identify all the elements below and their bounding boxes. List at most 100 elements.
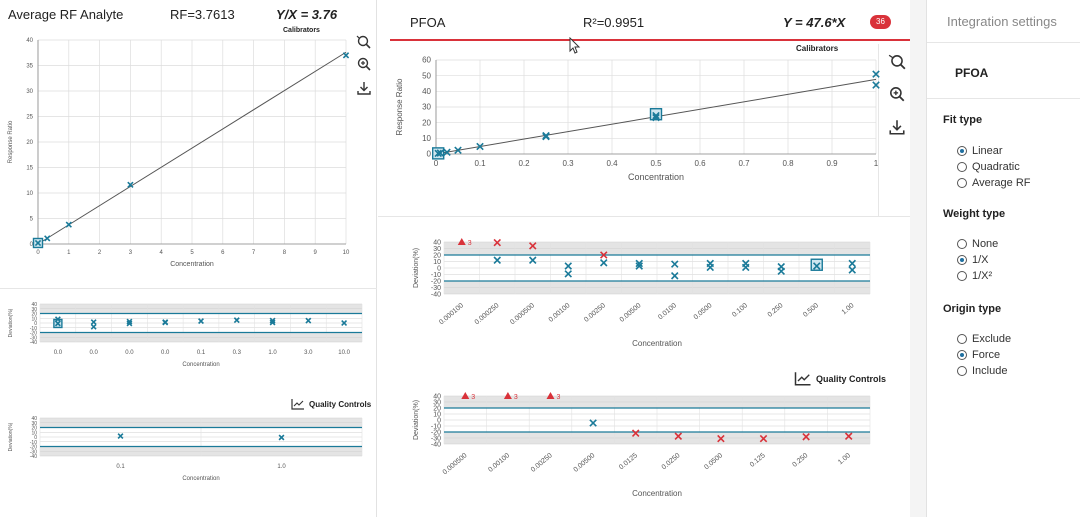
y-tick-label: 10 <box>422 134 431 143</box>
radio-label: Exclude <box>972 333 1012 345</box>
data-point <box>342 52 350 59</box>
data-point <box>443 148 451 157</box>
weight-1-x-radio[interactable]: 1/X <box>957 254 989 266</box>
data-point <box>44 235 51 242</box>
calibrators-label: Calibrators <box>796 44 839 53</box>
divider <box>927 98 1080 99</box>
data-point <box>670 260 679 268</box>
issue-count-badge[interactable]: 36 <box>870 15 891 29</box>
settings-title: Integration settings <box>947 14 1057 29</box>
y-tick-label: 10 <box>26 191 33 197</box>
origin-force-radio[interactable]: Force <box>957 349 1000 361</box>
y-axis-title: Deviation(%) <box>413 248 420 288</box>
y-tick-label: -30 <box>431 436 441 443</box>
y-tick-label: 20 <box>433 253 441 260</box>
y-tick-label: -40 <box>431 292 441 299</box>
data-point <box>493 256 502 264</box>
y-tick-label: 30 <box>26 89 33 95</box>
y-tick-label: -20 <box>30 445 37 451</box>
data-point <box>872 81 880 89</box>
x-tick-label: 4 <box>160 250 164 256</box>
data-point <box>848 266 857 274</box>
y-tick-label: 20 <box>433 406 441 413</box>
x-axis-title: Concentration <box>182 362 219 368</box>
quality-controls-icon <box>291 399 304 410</box>
analyte-title: Average RF Analyte <box>8 7 124 22</box>
data-point <box>117 433 124 440</box>
data-point <box>652 111 660 120</box>
fit-type-label: Fit type <box>943 114 983 126</box>
x-tick-label: 0.000100 <box>438 302 465 326</box>
outlier-point <box>674 432 683 440</box>
y-tick-label: 25 <box>26 115 33 121</box>
radio-dot <box>957 255 967 265</box>
fit-linear-radio[interactable]: Linear <box>957 145 1003 157</box>
zoom-reset-icon[interactable] <box>888 53 906 71</box>
divider <box>0 288 377 289</box>
data-point <box>126 318 133 325</box>
quality-controls-icon <box>794 372 811 386</box>
analyte-panel: PFOA R²=0.9951 Y = 47.6*X 36 Calibrators… <box>378 0 910 517</box>
data-point <box>635 259 644 268</box>
fit-average-rf-radio[interactable]: Average RF <box>957 177 1031 189</box>
x-tick-label: 0.0125 <box>618 452 639 471</box>
x-tick-label: 1 <box>67 250 71 256</box>
zoom-reset-icon[interactable] <box>356 34 372 50</box>
y-tick-label: -30 <box>30 449 37 455</box>
download-icon[interactable] <box>888 118 906 136</box>
radio-dot <box>957 350 967 360</box>
weight-1-x2-radio[interactable]: 1/X² <box>957 270 992 282</box>
out-of-range-arrow <box>503 392 512 399</box>
x-tick-label: 8 <box>283 250 287 256</box>
download-icon[interactable] <box>356 80 372 96</box>
header-underline <box>390 39 910 41</box>
y-tick-label: 20 <box>422 118 431 127</box>
outlier-point <box>717 434 725 443</box>
outlier-point <box>599 251 608 259</box>
radio-label: Average RF <box>972 177 1031 189</box>
out-of-range-count: 3 <box>468 240 472 247</box>
outlier-point <box>631 429 640 437</box>
y-axis-title: Deviation(%) <box>413 400 420 440</box>
data-point <box>54 320 61 327</box>
x-tick-label: 0.0100 <box>657 302 678 321</box>
x-tick-label: 0.2 <box>518 159 530 168</box>
x-tick-label: 0.3 <box>233 350 242 356</box>
fit-quadratic-radio[interactable]: Quadratic <box>957 161 1020 173</box>
y-tick-label: -40 <box>431 442 441 449</box>
radio-dot <box>957 146 967 156</box>
y-tick-label: 40 <box>422 87 431 96</box>
quality-controls-label[interactable]: Quality Controls <box>291 398 371 410</box>
data-point <box>162 319 169 326</box>
radio-dot <box>957 334 967 344</box>
y-tick-label: 10 <box>433 412 441 419</box>
x-tick-label: 0.500 <box>802 302 820 319</box>
y-tick-label: 10 <box>433 259 441 266</box>
y-axis-title: Deviation(%) <box>8 422 14 451</box>
weight-none-radio[interactable]: None <box>957 238 998 250</box>
origin-exclude-radio[interactable]: Exclude <box>957 333 1011 345</box>
origin-include-radio[interactable]: Include <box>957 365 1007 377</box>
data-point <box>741 263 750 272</box>
data-point <box>599 259 608 267</box>
radio-label: Linear <box>972 145 1003 157</box>
x-axis-title: Concentration <box>632 489 682 498</box>
x-tick-label: 0.6 <box>694 159 706 168</box>
data-point <box>434 149 442 158</box>
integration-settings-panel: Integration settings PFOA Fit type Linea… <box>926 0 1080 517</box>
radio-label: 1/X² <box>972 270 993 282</box>
x-tick-label: 0.0 <box>125 350 134 356</box>
x-tick-label: 0.1 <box>197 350 206 356</box>
y-tick-label: 20 <box>31 426 37 432</box>
x-tick-label: 6 <box>221 250 225 256</box>
quality-controls-label[interactable]: Quality Controls <box>794 371 886 386</box>
out-of-range-count: 3 <box>514 394 518 401</box>
zoom-in-icon[interactable] <box>356 56 372 72</box>
y-tick-label: -10 <box>431 424 441 431</box>
radio-label: 1/X <box>972 254 989 266</box>
outlier-point <box>528 242 537 250</box>
y-tick-label: 0 <box>437 266 441 273</box>
data-point <box>454 146 462 155</box>
zoom-in-icon[interactable] <box>888 85 906 103</box>
data-point <box>589 419 597 427</box>
